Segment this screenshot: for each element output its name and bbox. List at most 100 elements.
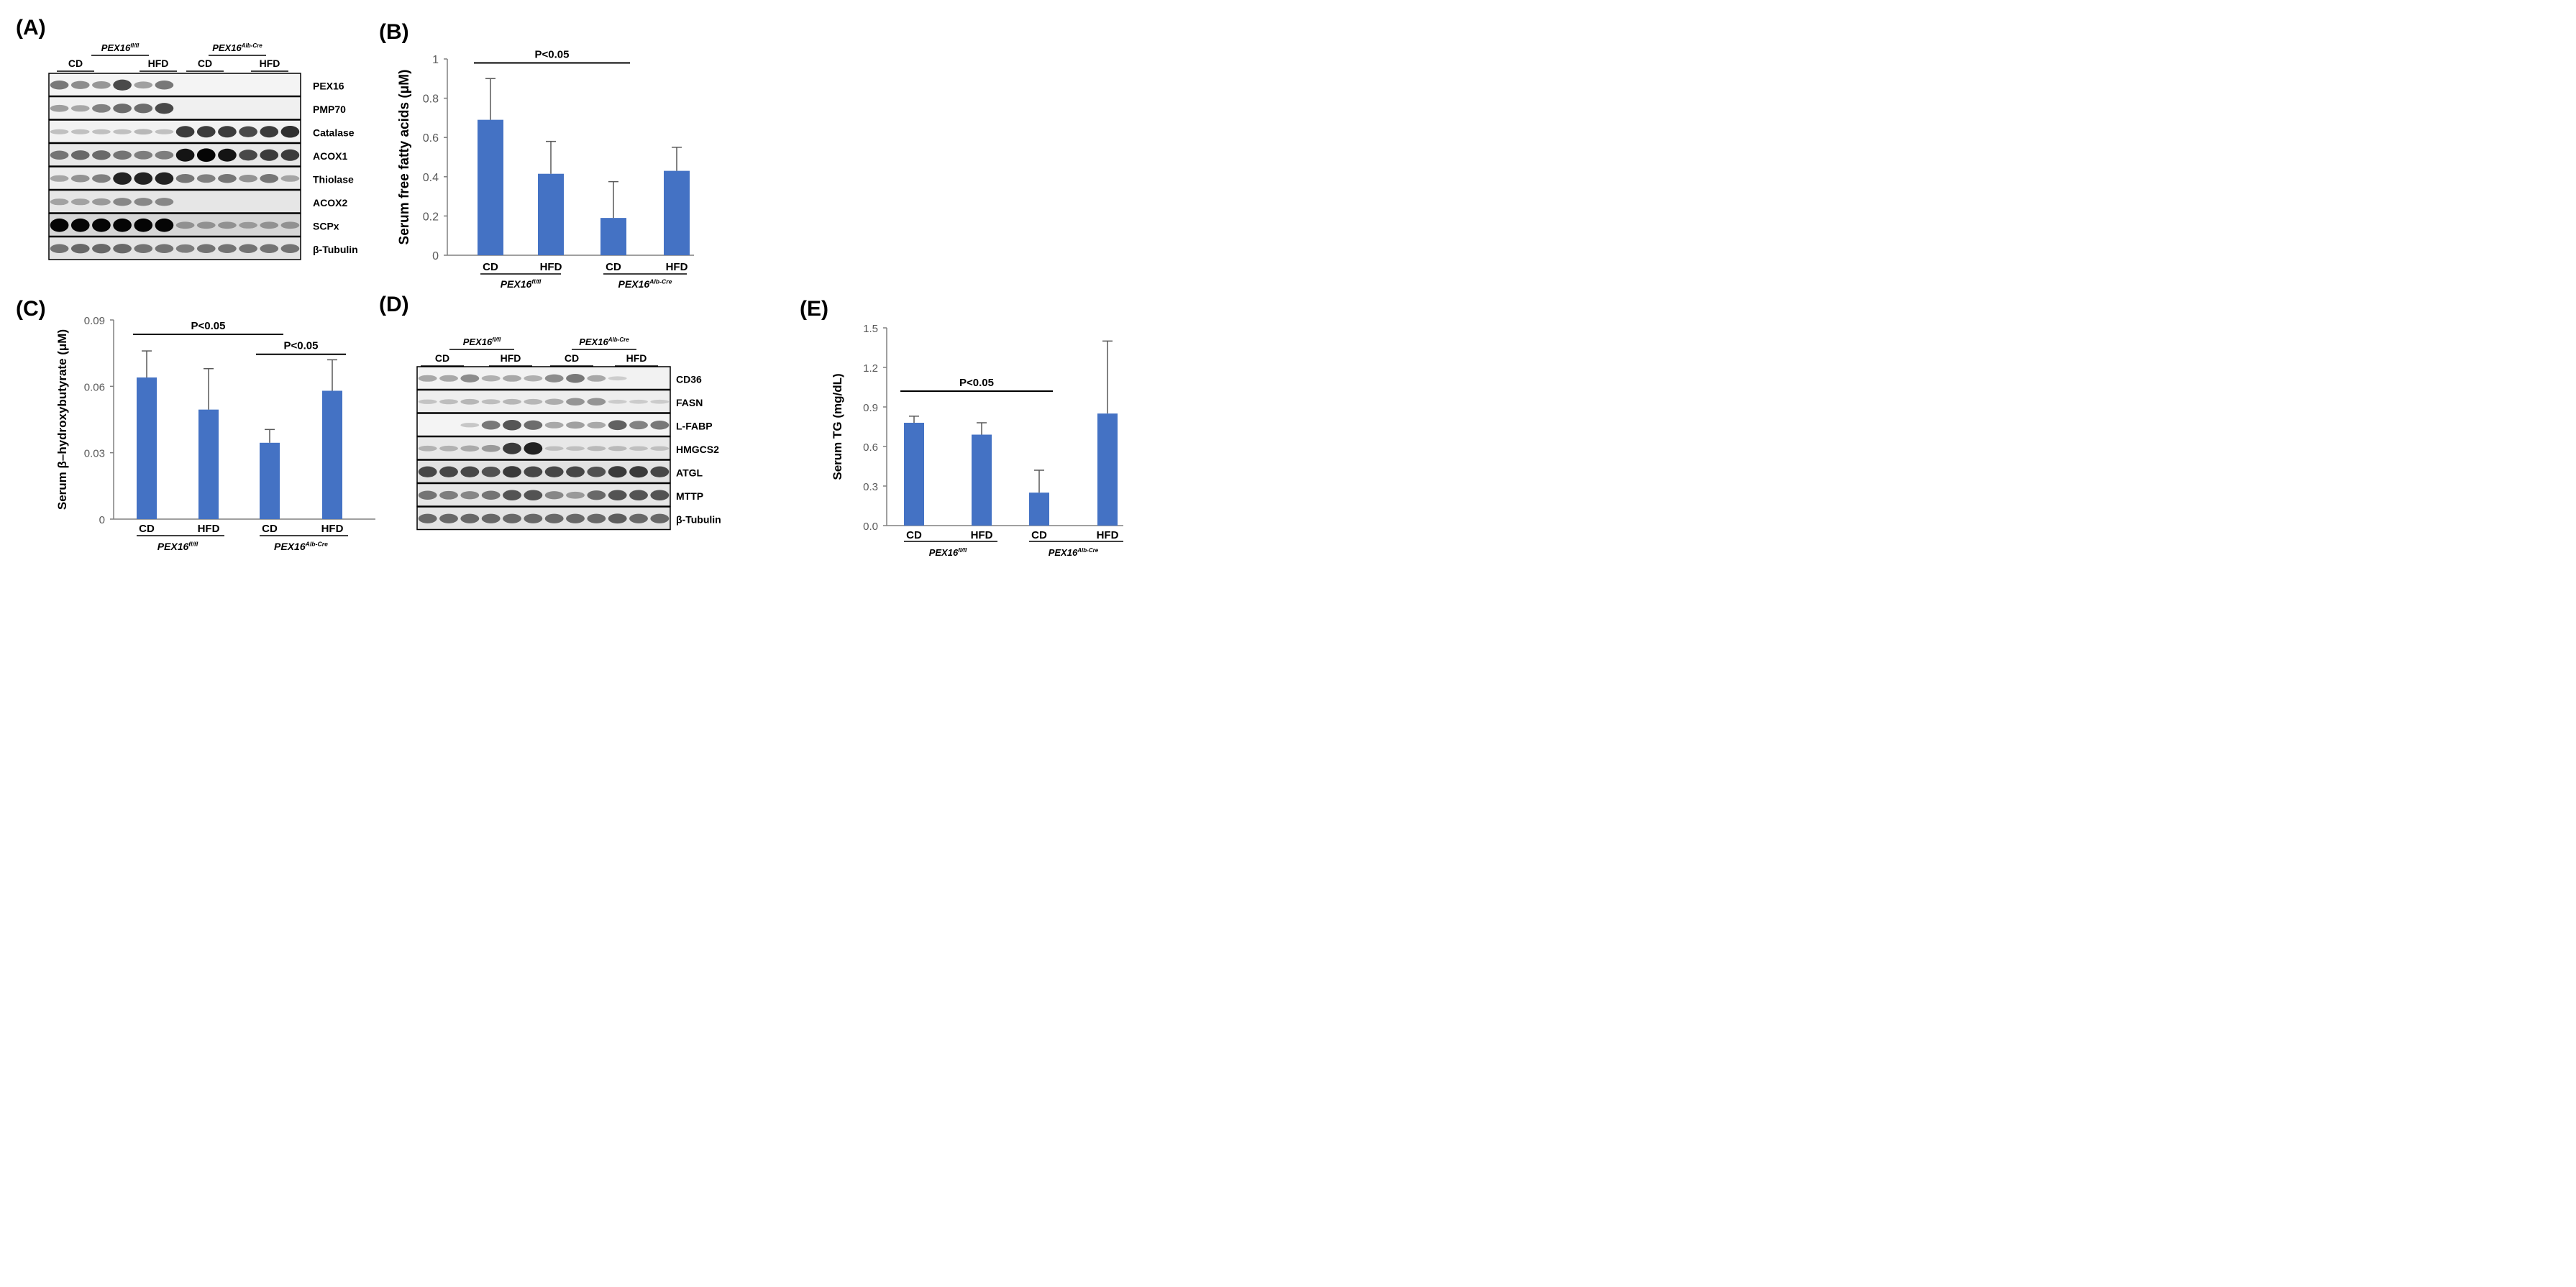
blot-band xyxy=(113,198,132,206)
blot-band xyxy=(218,148,237,162)
bar xyxy=(904,423,924,526)
blot-band xyxy=(175,126,195,138)
blot-band xyxy=(70,81,90,89)
bar xyxy=(322,390,342,519)
blot-band xyxy=(155,198,174,206)
y-tick-label: 0.6 xyxy=(423,132,439,145)
group-label: PEX16fl/fl xyxy=(501,278,542,290)
blot-band xyxy=(134,81,153,89)
blot-band xyxy=(544,421,564,429)
significance-label: P<0.05 xyxy=(284,340,319,352)
blot-band xyxy=(134,129,153,135)
blot-band xyxy=(155,129,174,134)
blot-band xyxy=(113,244,132,254)
blot-band xyxy=(524,513,543,523)
blot-band xyxy=(260,149,279,161)
blot-band xyxy=(70,218,90,232)
blot-band xyxy=(503,466,521,478)
blot-band xyxy=(70,244,90,254)
blot-band xyxy=(524,442,543,455)
blot-strip xyxy=(48,213,301,237)
blot-band xyxy=(113,218,132,232)
blot-condition-label: CD xyxy=(68,58,83,69)
blot-band xyxy=(629,513,648,523)
blot-band xyxy=(70,150,90,160)
blot-band xyxy=(460,374,480,383)
blot-band xyxy=(155,172,174,185)
blot-band xyxy=(566,491,585,499)
bar xyxy=(260,442,280,519)
y-tick-label: 0.0 xyxy=(863,521,878,533)
blot-protein-label: L-FABP xyxy=(676,420,713,431)
blot-protein-label: SCPx xyxy=(313,220,339,232)
blot-band xyxy=(439,513,458,523)
blot-strip xyxy=(416,459,671,484)
blot-band xyxy=(134,172,153,185)
category-label: CD xyxy=(1031,529,1047,541)
blot-strip xyxy=(48,142,301,167)
blot-band xyxy=(218,221,237,229)
blot-band xyxy=(113,104,132,114)
blot-band xyxy=(50,175,69,182)
bar xyxy=(137,377,157,519)
blot-band xyxy=(587,513,606,523)
blot-group-label: PEX16Alb-Cre xyxy=(579,336,629,347)
panel-label-d: (D) xyxy=(379,293,409,316)
blot-band xyxy=(566,398,585,406)
category-label: CD xyxy=(906,529,922,541)
blot-band xyxy=(155,80,174,90)
blot-band xyxy=(503,513,521,523)
blot-band xyxy=(175,221,195,229)
group-label: PEX16Alb-Cre xyxy=(274,540,328,552)
blot-band xyxy=(70,198,90,206)
y-axis-label: Serum TG (mg/dL) xyxy=(831,373,844,480)
blot-band xyxy=(50,244,69,254)
blot-band xyxy=(608,513,627,524)
blot-band xyxy=(503,442,521,454)
blot-band xyxy=(439,490,458,500)
blot-band xyxy=(608,466,627,478)
panel-label-a: (A) xyxy=(16,16,46,40)
blot-band xyxy=(155,244,174,254)
blot-band xyxy=(481,444,501,452)
blot-band xyxy=(239,244,257,254)
y-tick-label: 0 xyxy=(99,514,105,526)
blot-strip xyxy=(416,366,671,390)
category-label: CD xyxy=(606,261,621,273)
blot-band xyxy=(524,420,543,430)
blot-band xyxy=(134,218,153,232)
blot-band xyxy=(70,105,90,112)
blot-band xyxy=(544,446,564,451)
blot-band xyxy=(92,150,111,160)
blot-strip xyxy=(48,73,301,97)
significance-label: P<0.05 xyxy=(959,377,994,389)
blot-band xyxy=(587,375,606,382)
blot-protein-label: β-Tubulin xyxy=(676,513,721,525)
blot-band xyxy=(155,218,174,232)
y-tick-label: 0.9 xyxy=(863,402,878,414)
blot-band xyxy=(503,419,521,431)
blot-band xyxy=(503,398,521,405)
y-tick-label: 1 xyxy=(432,54,439,66)
y-tick-label: 1.5 xyxy=(863,323,878,335)
blot-strip xyxy=(416,506,671,531)
blot-band xyxy=(608,490,627,501)
category-label: CD xyxy=(139,523,155,535)
panel-label-c: (C) xyxy=(16,297,46,321)
y-tick-label: 0.03 xyxy=(84,448,105,460)
blot-band xyxy=(175,244,195,253)
blot-band xyxy=(629,399,648,404)
y-tick-label: 0 xyxy=(432,250,439,262)
blot-band xyxy=(113,79,132,91)
blot-band xyxy=(544,398,564,405)
blot-band xyxy=(587,446,606,452)
blot-band xyxy=(134,150,153,160)
blot-band xyxy=(50,104,69,112)
bar xyxy=(538,173,564,255)
blot-band xyxy=(439,466,458,477)
blot-band xyxy=(544,513,564,523)
blot-protein-label: FASN xyxy=(676,397,703,408)
blot-band xyxy=(175,148,195,162)
blot-strip xyxy=(416,389,671,413)
blot-protein-label: Thiolase xyxy=(313,173,354,185)
